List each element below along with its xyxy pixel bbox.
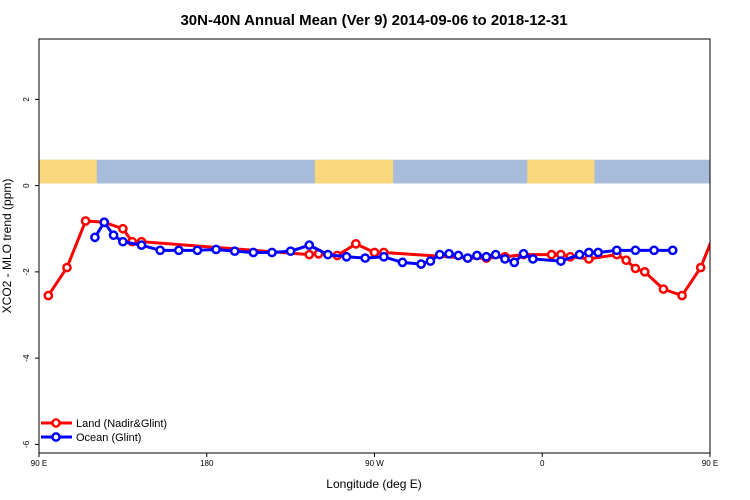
- data-point: [583, 247, 594, 258]
- data-point: [453, 250, 464, 261]
- data-point: [192, 245, 203, 256]
- data-point: [677, 290, 687, 301]
- series-line: [93, 220, 673, 266]
- x-axis-label: Longitude (deg E): [326, 477, 421, 491]
- series-1: [90, 217, 678, 269]
- x-tick-label: 90 W: [365, 459, 384, 468]
- data-point: [621, 255, 631, 266]
- data-point: [518, 248, 529, 259]
- data-point: [80, 216, 91, 226]
- data-point: [90, 232, 100, 243]
- data-point: [509, 257, 520, 268]
- land-ocean-band: [39, 159, 750, 184]
- data-point: [108, 230, 119, 241]
- data-point: [397, 257, 408, 268]
- legend-marker: [51, 432, 61, 442]
- data-point: [744, 225, 750, 232]
- y-axis-label: XCO2 - MLO trend (ppm): [0, 179, 14, 314]
- data-point: [716, 217, 723, 224]
- x-tick-label: 90 E: [31, 459, 47, 468]
- data-point: [323, 249, 333, 260]
- data-point: [43, 290, 54, 301]
- data-point: [173, 245, 184, 256]
- land-segment: [527, 159, 595, 184]
- y-tick-label: -4: [22, 354, 31, 362]
- legend-label: Land (Nadir&Glint): [76, 418, 167, 430]
- land-segment: [314, 159, 394, 184]
- data-point: [695, 262, 706, 273]
- data-point: [285, 246, 296, 257]
- legend-entry-0: Land (Nadir&Glint): [41, 418, 167, 430]
- series-0: [43, 216, 750, 301]
- data-point: [593, 247, 604, 258]
- legend: Land (Nadir&Glint) Ocean (Glint): [41, 418, 167, 444]
- data-point: [667, 245, 678, 256]
- data-point: [434, 249, 445, 260]
- data-point: [341, 251, 352, 262]
- data-point: [360, 253, 371, 263]
- data-point: [630, 245, 641, 256]
- y-tick-label: 2: [22, 97, 31, 102]
- data-point: [658, 284, 669, 294]
- x-tick-label: 180: [200, 459, 214, 468]
- series-line: [47, 219, 710, 298]
- y-tick-label: -6: [22, 440, 31, 448]
- legend-label: Ocean (Glint): [76, 432, 141, 444]
- data-point: [416, 259, 426, 269]
- data-point: [248, 247, 259, 258]
- land-segment: [710, 160, 750, 184]
- data-point: [118, 236, 128, 247]
- x-tick-label: 0: [540, 459, 545, 468]
- data-point: [378, 251, 389, 262]
- data-point: [99, 217, 110, 228]
- land-segment: [39, 159, 97, 184]
- x-axis-ticks: 90 E 180 90 W 0 90 E: [31, 453, 718, 468]
- data-point: [734, 219, 741, 226]
- chart-title: 30N-40N Annual Mean (Ver 9) 2014-09-06 t…: [180, 12, 567, 29]
- data-point: [155, 245, 166, 256]
- data-point: [425, 256, 436, 266]
- data-point: [118, 223, 128, 234]
- data-point: [649, 245, 659, 256]
- data-point: [472, 250, 482, 261]
- data-point: [574, 249, 585, 260]
- data-point: [229, 246, 240, 257]
- legend-marker: [51, 418, 61, 428]
- data-point: [351, 238, 361, 249]
- data-point: [490, 249, 501, 260]
- data-point: [481, 251, 492, 262]
- data-point: [611, 245, 622, 256]
- data-point: [528, 254, 538, 264]
- y-tick-label: 0: [22, 183, 31, 188]
- data-point: [630, 263, 641, 274]
- data-point: [546, 249, 557, 260]
- data-point: [304, 249, 315, 260]
- data-point: [500, 254, 510, 264]
- data-point: [639, 267, 650, 277]
- data-point: [369, 247, 380, 258]
- data-point: [211, 244, 221, 255]
- data-point: [556, 256, 566, 266]
- legend-entry-1: Ocean (Glint): [41, 432, 141, 444]
- y-axis-ticks: 2 0 -2 -4 -6: [22, 97, 39, 448]
- data-point: [136, 240, 147, 250]
- series-layer: [43, 216, 750, 301]
- data-point: [62, 262, 72, 273]
- y-tick-label: -2: [22, 268, 31, 276]
- data-point: [462, 253, 473, 263]
- data-point: [304, 240, 315, 250]
- x-tick-label: 90 E: [702, 459, 718, 468]
- data-point: [444, 248, 454, 259]
- data-point: [267, 247, 277, 258]
